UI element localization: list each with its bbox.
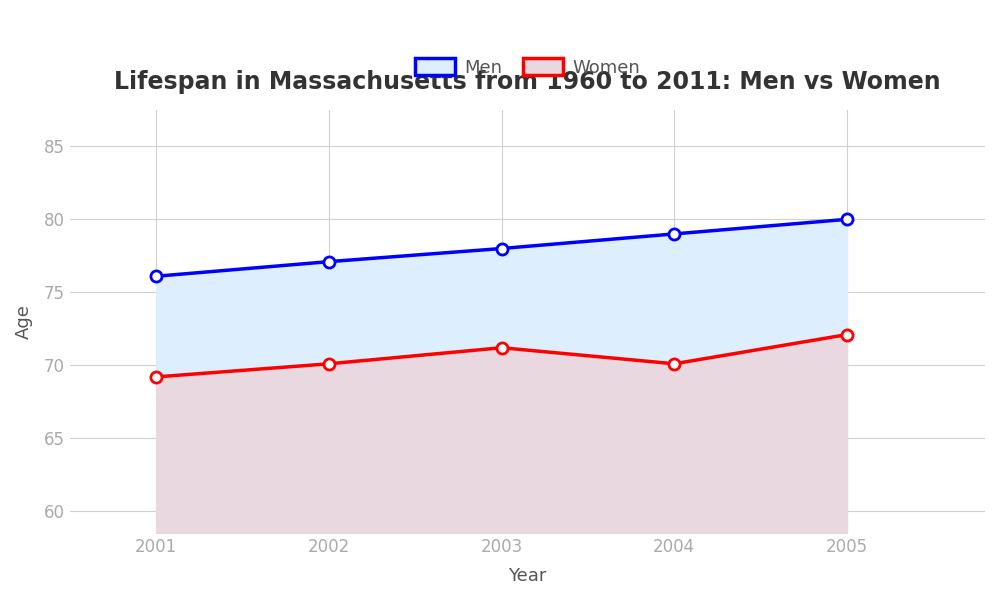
Y-axis label: Age: Age <box>15 304 33 339</box>
Title: Lifespan in Massachusetts from 1960 to 2011: Men vs Women: Lifespan in Massachusetts from 1960 to 2… <box>114 70 941 94</box>
X-axis label: Year: Year <box>508 567 547 585</box>
Legend: Men, Women: Men, Women <box>408 51 647 84</box>
